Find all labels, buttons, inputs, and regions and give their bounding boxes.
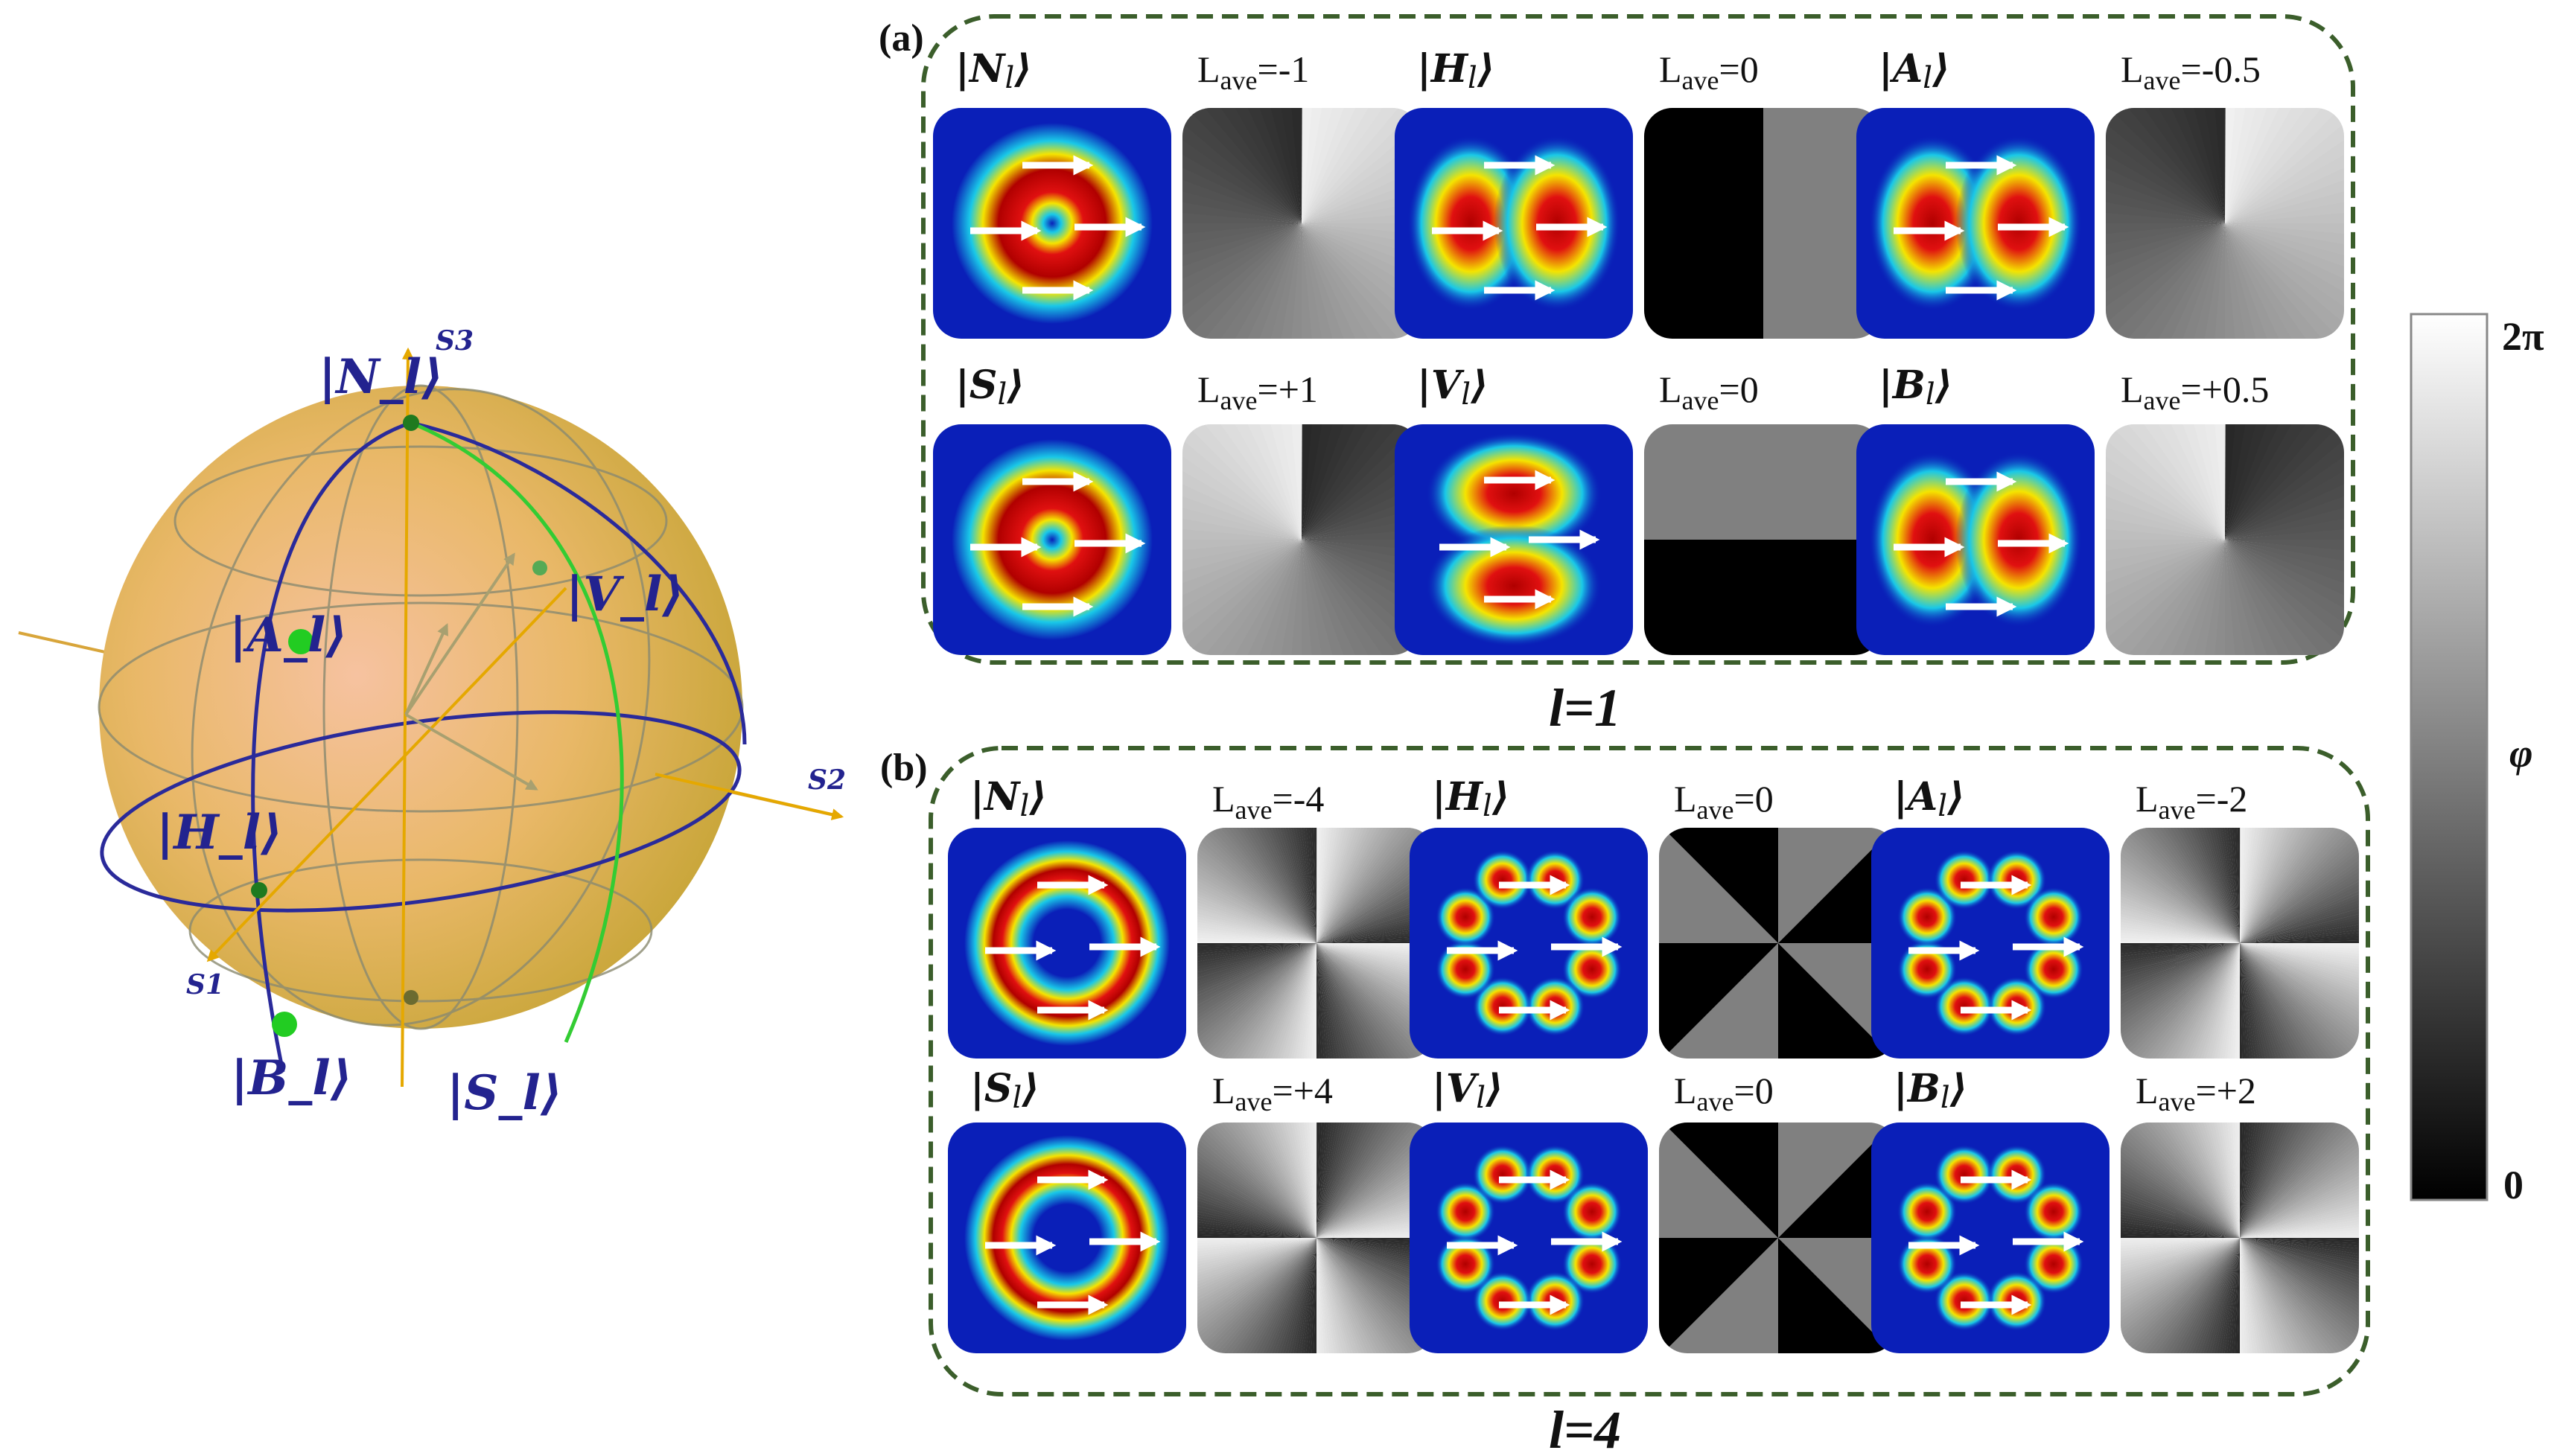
- phase-profile: [2121, 1123, 2359, 1353]
- poincare-sphere: |N_l⟩ |A_l⟩ |V_l⟩ |H_l⟩ |B_l⟩ |S_l⟩ S3 S…: [18, 325, 846, 1121]
- ket-S-label: |S_l⟩: [447, 1065, 562, 1121]
- phase-colorbar: 2π 0 φ: [2410, 313, 2544, 1207]
- intensity-profile: [1395, 424, 1633, 655]
- intensity-profile: [1856, 424, 2095, 655]
- intensity-profile: [1410, 828, 1648, 1059]
- colorbar-bottom-label: 0: [2503, 1163, 2524, 1207]
- ket-label: |Sl⟩: [970, 1066, 1039, 1115]
- ket-label: |Vl⟩: [1417, 363, 1488, 412]
- lave-label: Lave=0: [1674, 778, 1774, 825]
- s2-label: S2: [808, 764, 846, 796]
- lave-label: Lave=+4: [1212, 1070, 1333, 1117]
- lave-label: Lave=-4: [1212, 778, 1324, 825]
- lave-label: Lave=-2: [2136, 778, 2247, 825]
- mode-cell-A: |Al⟩ Lave=-2: [1871, 774, 2359, 1059]
- phase-profile: [1644, 424, 1882, 655]
- phase-profile: [1644, 108, 1882, 339]
- s3-axis: [401, 347, 414, 1088]
- panel-a: (a) l=1 |Nl⟩ Lave=-1 |Hl⟩ Lave=0 |Al⟩ Lave=-0.5…: [879, 14, 2355, 738]
- intensity-profile: [948, 1123, 1186, 1353]
- phase-profile: [2106, 424, 2344, 655]
- green-meridian: [410, 421, 624, 1043]
- ket-label: |Al⟩: [1894, 774, 1965, 823]
- point-S: [404, 990, 418, 1005]
- ket-A-label: |A_l⟩: [229, 607, 348, 663]
- l-value-label: l=4: [1549, 1400, 1621, 1456]
- phase-profile: [2106, 108, 2344, 339]
- mode-cell-H: |Hl⟩ Lave=0: [1410, 774, 1897, 1059]
- mode-cell-V: |Vl⟩ Lave=0: [1395, 363, 1882, 655]
- point-N: [403, 415, 419, 431]
- intensity-profile: [1856, 108, 2095, 339]
- ket-label: |Hl⟩: [1417, 46, 1495, 95]
- mode-cell-H: |Hl⟩ Lave=0: [1395, 46, 1882, 339]
- mode-cell-B: |Bl⟩ Lave=+2: [1871, 1066, 2359, 1353]
- s1-label: S1: [186, 969, 224, 1000]
- panel-label: (b): [880, 747, 928, 789]
- panels: (a) l=1 |Nl⟩ Lave=-1 |Hl⟩ Lave=0 |Al⟩ Lave=-0.5…: [879, 14, 2370, 1456]
- lave-label: Lave=+0.5: [2121, 368, 2269, 415]
- ket-label: |Bl⟩: [1894, 1066, 1967, 1115]
- ket-label: |Sl⟩: [955, 363, 1025, 412]
- panel-border: [921, 14, 2355, 665]
- ket-N-label: |N_l⟩: [319, 349, 443, 405]
- phase-profile: [1659, 828, 1897, 1059]
- lave-label: Lave=0: [1659, 368, 1759, 415]
- intensity-profile: [1871, 828, 2110, 1059]
- panel-b: (b) l=4 |Nl⟩ Lave=-4 |Hl⟩ Lave=0 |Al⟩ Lave=-2 |S…: [880, 746, 2370, 1456]
- intensity-profile: [1871, 1123, 2110, 1353]
- lave-label: Lave=+1: [1197, 368, 1318, 415]
- colorbar-top-label: 2π: [2502, 314, 2544, 359]
- panel-label: (a): [879, 17, 924, 60]
- colorbar-axis-label: φ: [2509, 731, 2533, 776]
- intensity-profile: [948, 828, 1186, 1059]
- mode-cell-S: |Sl⟩ Lave=+1: [933, 363, 1421, 655]
- ket-V-label: |V_l⟩: [566, 566, 684, 622]
- great-circles: [100, 421, 747, 1073]
- mode-cell-B: |Bl⟩ Lave=+0.5: [1856, 363, 2344, 655]
- lave-label: Lave=-1: [1197, 48, 1309, 95]
- s2-axis: [655, 773, 844, 820]
- panel-border: [929, 746, 2370, 1396]
- intensity-profile: [1395, 108, 1633, 339]
- colorbar-gradient: [2410, 313, 2489, 1201]
- ket-B-label: |B_l⟩: [231, 1050, 352, 1106]
- lave-label: Lave=0: [1659, 48, 1759, 95]
- point-V: [532, 561, 547, 575]
- intensity-profile: [933, 424, 1171, 655]
- ket-label: |Hl⟩: [1432, 774, 1510, 823]
- point-H: [251, 882, 267, 898]
- lave-label: Lave=+2: [2136, 1070, 2256, 1117]
- ket-label: |Bl⟩: [1879, 363, 1952, 412]
- point-B: [272, 1012, 297, 1037]
- point-A: [288, 629, 313, 654]
- ket-label: |Vl⟩: [1432, 1066, 1503, 1115]
- phase-profile: [2121, 828, 2359, 1059]
- s1-axis: [206, 587, 567, 962]
- mode-cell-A: |Al⟩ Lave=-0.5: [1856, 46, 2344, 339]
- ket-label: |Nl⟩: [955, 46, 1032, 95]
- l-value-label: l=1: [1549, 678, 1621, 738]
- lave-label: Lave=0: [1674, 1070, 1774, 1117]
- state-vectors: [404, 552, 538, 791]
- s3-label: S3: [436, 325, 474, 357]
- lave-label: Lave=-0.5: [2121, 48, 2261, 95]
- intensity-profile: [1410, 1123, 1648, 1353]
- ket-H-label: |H_l⟩: [156, 805, 282, 860]
- ket-label: |Nl⟩: [970, 774, 1047, 823]
- intensity-profile: [933, 108, 1171, 339]
- ket-label: |Al⟩: [1879, 46, 1950, 95]
